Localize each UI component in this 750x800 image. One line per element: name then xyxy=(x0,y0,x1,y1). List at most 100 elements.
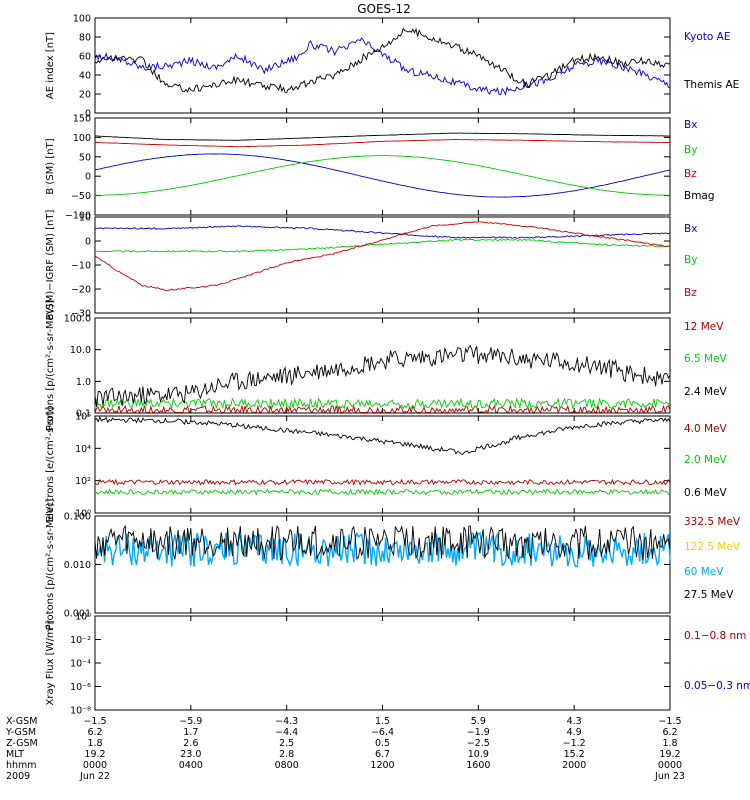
legend-label: 122.5 MeV xyxy=(684,541,741,553)
x-info-value: 1.8 xyxy=(87,738,102,749)
y-axis-label: Protons [p/(cm²-s-sr-MeV)] xyxy=(45,499,56,631)
y-tick-label: 1.0 xyxy=(76,377,91,388)
series-line xyxy=(94,478,671,486)
series-line xyxy=(94,139,671,148)
x-info-value: 19.2 xyxy=(659,749,680,760)
series-line xyxy=(94,415,671,456)
series-line xyxy=(94,524,671,561)
x-info-value: 6.7 xyxy=(375,749,390,760)
x-info-value: 0.5 xyxy=(375,738,390,749)
series-line xyxy=(95,132,671,141)
legend-label: Bz xyxy=(684,168,697,180)
y-tick-label: 10 xyxy=(79,213,91,224)
y-tick-label: 100 xyxy=(73,133,91,144)
y-tick-label: 20 xyxy=(79,90,91,101)
x-info-value: 23.0 xyxy=(180,749,201,760)
y-tick-label: 80 xyxy=(79,33,91,44)
series-line xyxy=(95,155,671,196)
x-axis-info: X-GSM −1.5 −5.9 −4.3 1.5 5.9 4.3 −1.5Y-GSM 6.2 1.… xyxy=(5,716,685,782)
legend-label: 332.5 MeV xyxy=(684,516,741,528)
y-tick-label: 10⁻⁶ xyxy=(70,682,91,693)
x-info-value: 5.9 xyxy=(471,716,486,727)
series-line xyxy=(94,404,671,415)
series-line xyxy=(94,37,671,96)
x-info-value: −1.5 xyxy=(83,716,106,727)
y-axis-label: Protons [p/(cm²-s-sr-MeV)] xyxy=(45,300,56,432)
series-line xyxy=(94,221,671,292)
legend-label: 2.0 MeV xyxy=(684,454,728,466)
x-info-value: −5.9 xyxy=(179,716,202,727)
x-info-value: 4.3 xyxy=(567,716,582,727)
panel-6: 0.001 0.010 0.100 Protons [p/(cm²-s-sr-MeV)… xyxy=(45,499,741,631)
legend-label: Kyoto AE xyxy=(684,31,730,43)
y-tick-label: −30 xyxy=(71,309,91,320)
x-info-value: 4.9 xyxy=(567,727,582,738)
series-line xyxy=(94,153,671,198)
y-tick-label: 100.0 xyxy=(64,314,91,325)
x-info-value: 1200 xyxy=(370,760,394,771)
panel-5: 10⁰ 10² 10⁴ 10⁶ Electrons [e/(cm²-s-sr)] 4.0 … xyxy=(45,407,728,523)
y-tick-label: 0 xyxy=(85,109,91,120)
legend-label: By xyxy=(684,254,697,266)
y-tick-label: 60 xyxy=(79,52,91,63)
legend-label: 27.5 MeV xyxy=(684,589,734,601)
legend-label: Themis AE xyxy=(683,79,739,91)
x-info-value: −1.9 xyxy=(467,727,490,738)
x-info-value: −4.3 xyxy=(275,716,298,727)
x-info-value: −2.5 xyxy=(467,738,490,749)
panel-2: −100 −50 0 50 100 150 B (SM) [nT] Bx By Bz Bmag xyxy=(45,114,715,222)
x-info-value: Jun 23 xyxy=(654,771,685,782)
legend-label: Bz xyxy=(684,287,697,299)
x-info-value: −1.5 xyxy=(658,716,681,727)
y-tick-label: −10 xyxy=(71,261,91,272)
x-info-value: 1.5 xyxy=(375,716,390,727)
series-line xyxy=(94,397,671,410)
x-info-value: 10.9 xyxy=(468,749,489,760)
legend-label: 0.6 MeV xyxy=(684,487,728,499)
x-info-value: 15.2 xyxy=(564,749,585,760)
y-tick-label: 50 xyxy=(79,152,91,163)
legend-label: Bx xyxy=(684,223,697,235)
figure-title: GOES-12 xyxy=(357,2,411,16)
series-line xyxy=(94,225,671,239)
panel-frame xyxy=(94,216,671,314)
x-info-row-label: Y-GSM xyxy=(5,727,36,738)
x-info-value: 19.2 xyxy=(84,749,105,760)
y-tick-label: 10⁻⁴ xyxy=(70,659,91,670)
panel-1: 0 20 40 60 80 100 AE index [nT] Kyoto AE Themis … xyxy=(45,14,739,120)
x-info-value: 2000 xyxy=(562,760,586,771)
series-line xyxy=(94,344,671,408)
legend-label: 0.1−0.8 nm xyxy=(684,630,746,642)
x-info-row-label: hhmm xyxy=(6,760,37,771)
y-tick-label: −100 xyxy=(65,211,91,222)
x-info-value: 6.2 xyxy=(87,727,102,738)
x-info-value: 0000 xyxy=(658,760,682,771)
x-info-value: 0000 xyxy=(83,760,107,771)
y-tick-label: 10⁴ xyxy=(75,444,91,455)
x-info-value: 2.8 xyxy=(279,749,294,760)
x-info-value: 2.5 xyxy=(279,738,294,749)
x-info-row-label: Z-GSM xyxy=(6,738,38,749)
x-info-value: 1600 xyxy=(466,760,490,771)
y-tick-label: −50 xyxy=(71,191,91,202)
x-info-value: 1.8 xyxy=(662,738,677,749)
legend-label: 2.4 MeV xyxy=(684,386,728,398)
panel-frame xyxy=(94,117,671,216)
legend-label: 12 MeV xyxy=(684,321,724,333)
series-line xyxy=(94,531,671,568)
y-axis-label: Xray Flux [W/m²] xyxy=(45,620,56,705)
x-info-row-label: X-GSM xyxy=(6,716,37,727)
y-tick-label: 0.010 xyxy=(64,560,91,571)
x-info-value: 0400 xyxy=(179,760,203,771)
x-info-value: Jun 22 xyxy=(79,771,110,782)
panel-frame xyxy=(94,317,671,414)
panel-frame xyxy=(94,415,671,514)
series-line xyxy=(94,238,671,253)
y-tick-label: 10⁻⁸ xyxy=(70,706,91,717)
x-info-row-label: MLT xyxy=(6,749,24,760)
x-info-value: −1.2 xyxy=(563,738,586,749)
x-info-value: 2.6 xyxy=(183,738,198,749)
